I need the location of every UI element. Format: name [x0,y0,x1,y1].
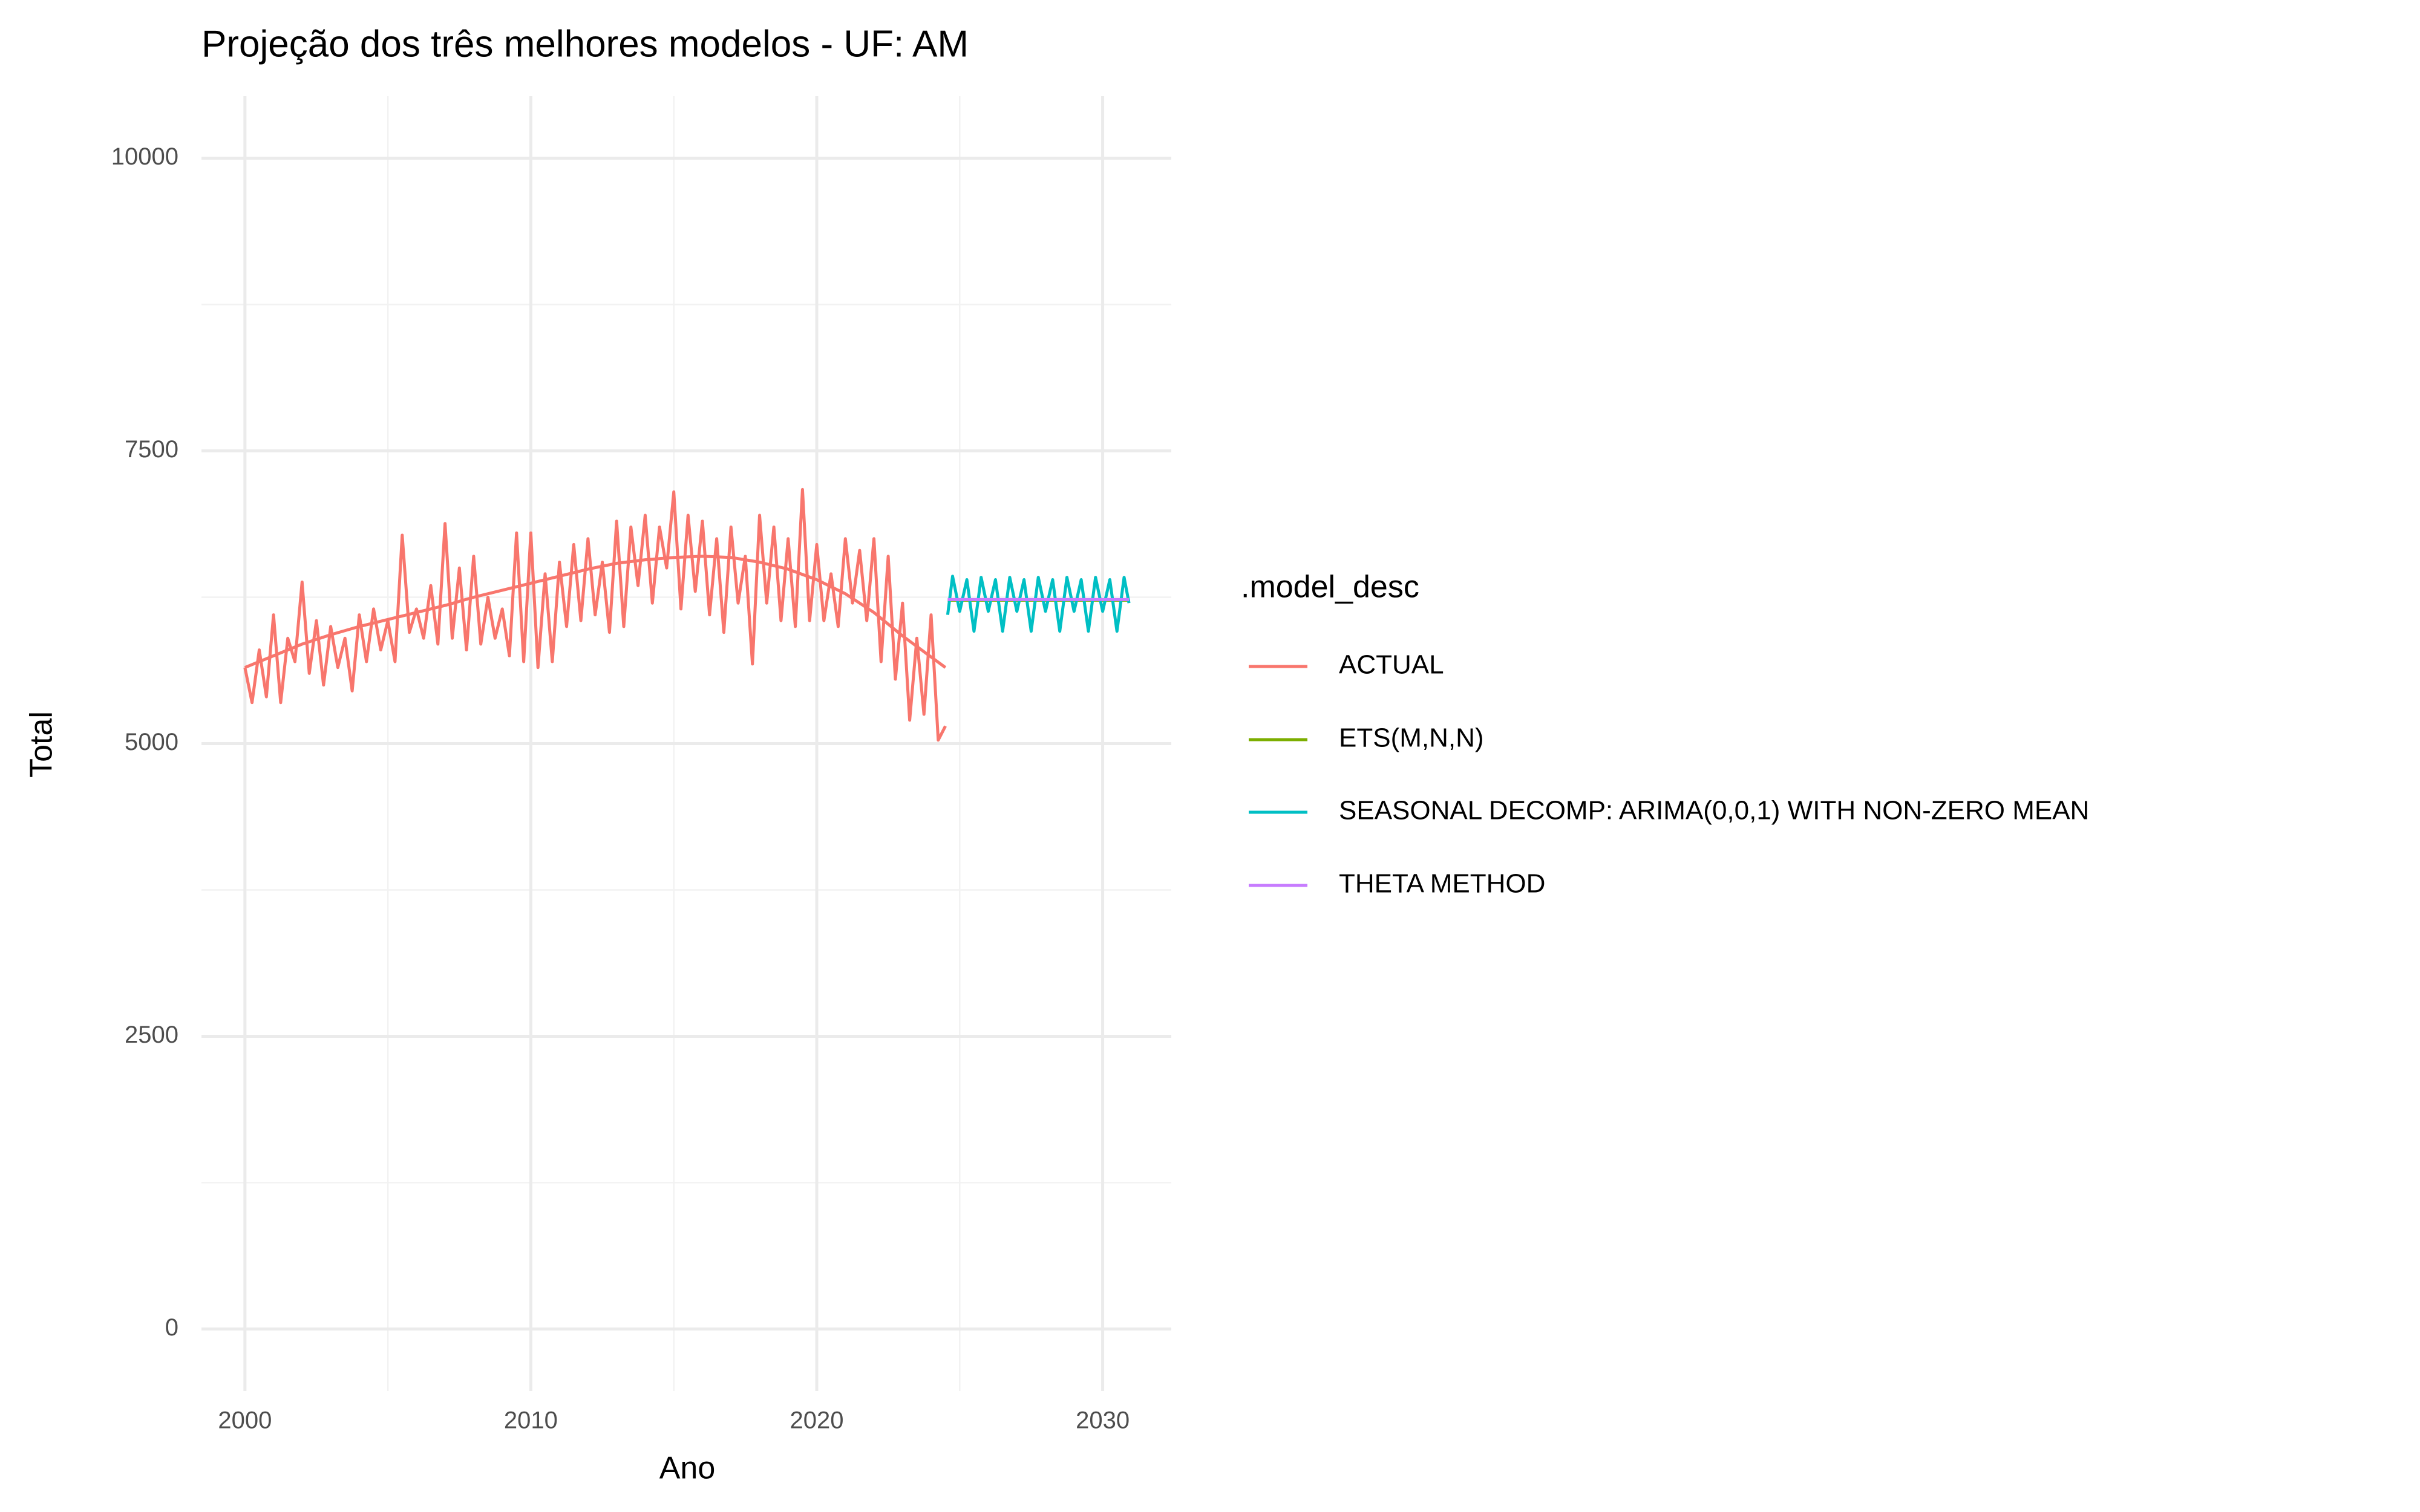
legend-title: .model_desc [1241,570,1419,605]
x-tick-label: 2000 [218,1407,272,1434]
y-tick-label: 2500 [125,1022,178,1048]
y-tick-label: 10000 [111,143,178,170]
x-axis-title: Ano [659,1451,716,1486]
chart-title: Projeção dos três melhores modelos - UF:… [201,23,969,65]
legend-label: SEASONAL DECOMP: ARIMA(0,0,1) WITH NON-Z… [1339,796,2089,826]
legend-label: THETA METHOD [1339,869,1545,899]
y-tick-label: 0 [165,1314,178,1341]
x-tick-label: 2010 [504,1407,558,1434]
x-tick-label: 2020 [790,1407,844,1434]
series-line [243,487,947,742]
series-line [244,555,947,670]
y-tick-label: 5000 [125,729,178,755]
legend-label: ACTUAL [1339,650,1444,680]
x-tick-label: 2030 [1076,1407,1130,1434]
y-axis-title: Total [24,711,59,778]
legend-label: ETS(M,N,N) [1339,723,1484,753]
y-tick-label: 7500 [125,436,178,463]
